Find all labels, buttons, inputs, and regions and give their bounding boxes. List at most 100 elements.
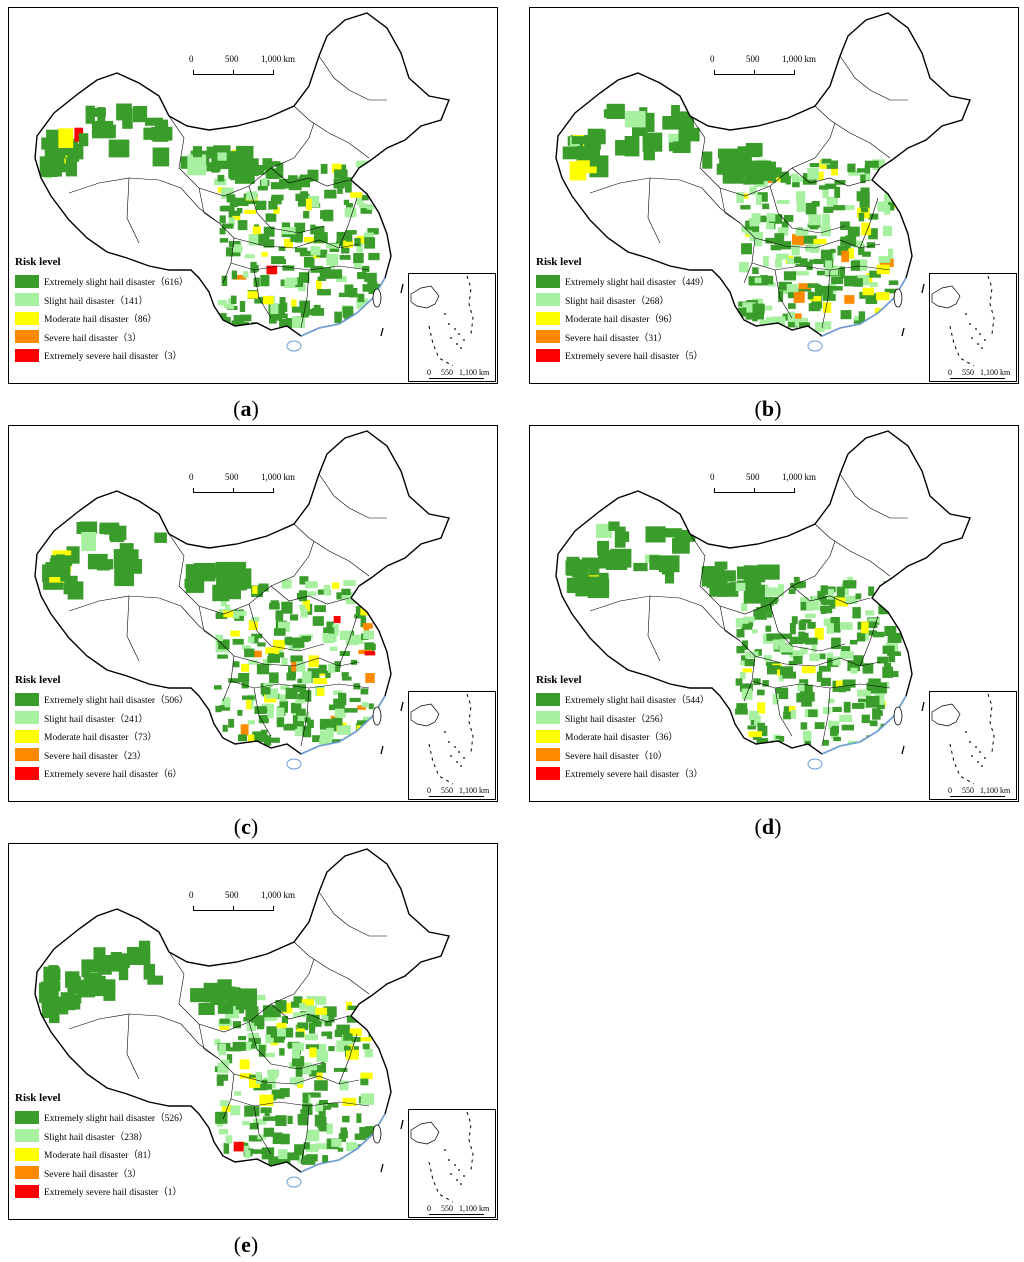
county-patch <box>847 576 853 582</box>
county-patch <box>757 702 766 714</box>
county-patch <box>771 167 782 178</box>
county-patch <box>844 295 855 304</box>
county-patch <box>741 655 747 661</box>
county-patch <box>309 1022 316 1034</box>
county-patch <box>263 296 274 305</box>
county-patch <box>753 678 761 685</box>
county-patch <box>276 1022 287 1029</box>
county-patch <box>608 521 620 531</box>
county-patch <box>754 715 761 727</box>
county-patch <box>798 620 806 631</box>
county-patch <box>53 152 65 171</box>
county-patch <box>333 616 341 624</box>
county-patch <box>334 311 342 324</box>
province-boundary <box>751 680 891 689</box>
county-patch <box>261 252 268 257</box>
county-patch <box>308 655 319 668</box>
county-patch <box>302 599 310 612</box>
county-patch <box>295 193 310 201</box>
county-patch <box>253 277 260 287</box>
county-patch <box>227 250 241 257</box>
county-patch <box>826 623 834 634</box>
scale-label-mid: 500 <box>746 54 760 64</box>
county-patch <box>309 1064 322 1077</box>
county-patch <box>257 186 268 191</box>
county-patch <box>185 564 195 575</box>
county-patch <box>789 636 804 644</box>
county-patch <box>275 169 284 179</box>
county-patch <box>259 1094 274 1106</box>
county-patch <box>800 647 808 655</box>
province-boundary <box>821 687 831 747</box>
county-patch <box>800 619 812 624</box>
county-patch <box>760 602 772 613</box>
county-patch <box>97 955 112 975</box>
county-patch <box>259 708 268 713</box>
county-patch <box>300 1062 312 1075</box>
county-patch <box>239 1059 250 1070</box>
county-patch <box>840 622 853 630</box>
panel-caption: (a) <box>216 396 276 422</box>
county-patch <box>884 205 891 215</box>
legend-item: Moderate hail disaster（73） <box>15 727 255 746</box>
county-patch <box>320 1062 326 1073</box>
county-patch <box>294 247 308 253</box>
county-patch <box>274 1010 281 1018</box>
legend-title: Risk level <box>536 256 582 268</box>
county-patch <box>749 186 757 195</box>
county-patch <box>858 311 866 323</box>
county-patch <box>99 522 120 535</box>
county-patch <box>368 1027 376 1037</box>
province-boundary <box>589 595 741 642</box>
county-patch <box>856 191 870 202</box>
county-patch <box>361 702 369 708</box>
county-patch <box>790 173 799 178</box>
county-patch <box>302 725 312 738</box>
province-boundary <box>270 1003 350 1023</box>
county-patch <box>838 685 847 693</box>
county-patch <box>255 1072 262 1084</box>
county-patch <box>263 735 272 746</box>
county-patch <box>110 952 122 972</box>
county-patch <box>360 204 372 214</box>
county-patch <box>303 1142 310 1150</box>
county-patch <box>868 618 880 624</box>
legend-swatch <box>15 1147 39 1161</box>
county-patch <box>266 1026 277 1035</box>
county-patch <box>310 224 316 235</box>
county-patch <box>78 133 89 147</box>
province-boundary <box>198 1023 235 1120</box>
county-patch <box>217 152 227 161</box>
inset-scale-mid: 550 <box>441 1204 453 1213</box>
county-patch <box>794 581 806 588</box>
county-patch <box>783 271 797 281</box>
county-patch <box>359 588 371 599</box>
county-patch <box>344 1046 352 1051</box>
county-patch <box>247 720 255 725</box>
county-patch <box>624 136 640 157</box>
county-patch <box>788 303 796 309</box>
county-patch <box>291 1001 303 1008</box>
county-patch <box>228 1047 242 1052</box>
county-patch <box>833 736 841 742</box>
county-patch <box>232 1042 246 1051</box>
county-patch <box>339 630 353 640</box>
county-patch <box>221 187 234 199</box>
south-china-sea-inset: 0 550 1,100 km <box>408 691 496 800</box>
province-boundary <box>168 533 315 615</box>
county-patch <box>328 1046 335 1052</box>
county-patch <box>787 288 799 299</box>
county-patch <box>279 319 286 330</box>
legend-swatch <box>536 274 560 288</box>
county-patch <box>349 697 361 702</box>
county-patch <box>312 616 324 626</box>
county-patch <box>263 1052 275 1058</box>
province-boundary <box>859 615 879 667</box>
province-boundary <box>230 1098 370 1107</box>
county-patch <box>821 158 832 164</box>
county-patch <box>884 626 897 636</box>
county-patch <box>877 656 889 664</box>
county-patch <box>778 290 784 302</box>
county-patch <box>750 571 759 587</box>
scale-label-max: 1,000 km <box>782 472 817 482</box>
